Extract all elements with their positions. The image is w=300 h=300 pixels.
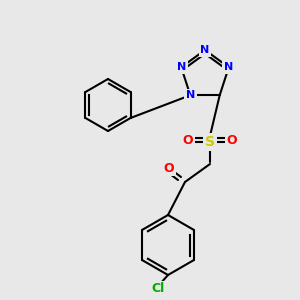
Text: S: S [205, 135, 215, 149]
Text: O: O [183, 134, 193, 146]
Text: N: N [186, 90, 195, 100]
Text: Cl: Cl [152, 283, 165, 296]
Text: N: N [200, 45, 210, 55]
Text: O: O [164, 161, 174, 175]
Text: O: O [227, 134, 237, 146]
Text: N: N [224, 62, 233, 72]
Text: N: N [177, 62, 186, 72]
